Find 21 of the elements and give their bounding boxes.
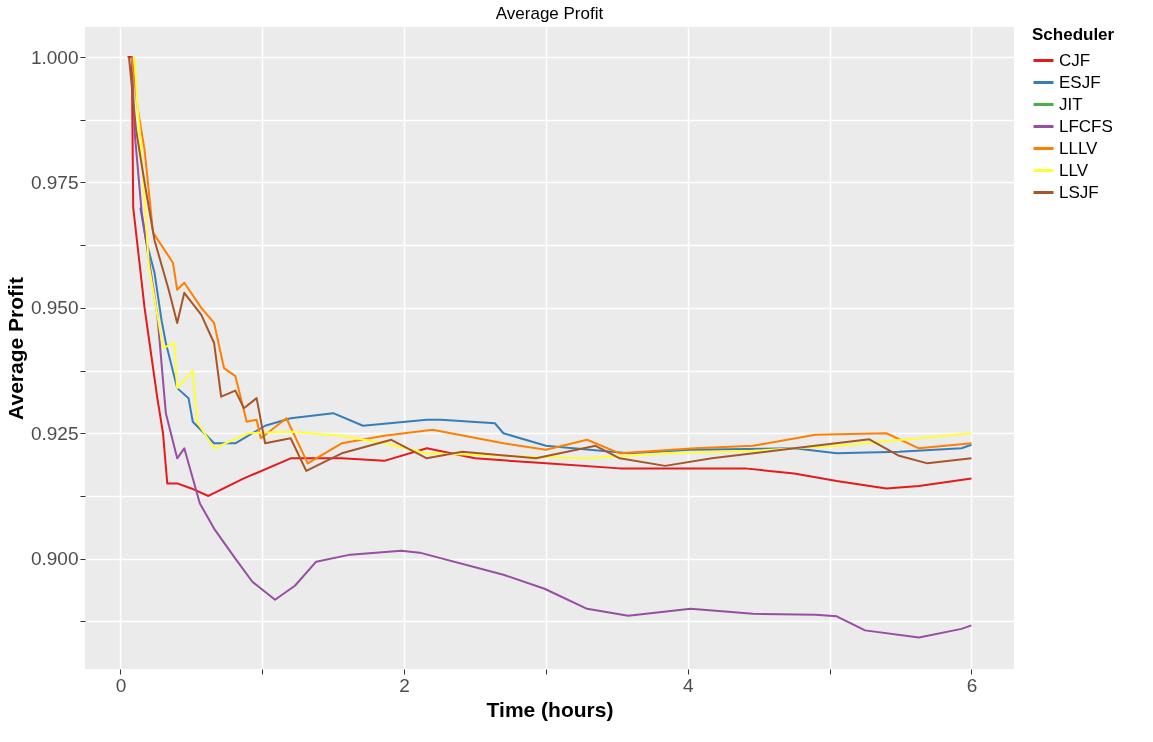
x-tick-label: 2 [399,674,410,696]
y-tick-label: 1.000 [30,46,79,68]
y-tick-label: 0.975 [30,171,79,193]
x-tick-label: 6 [966,674,978,696]
legend-title: Scheduler [1032,25,1115,44]
legend-label: LSJF [1059,182,1099,202]
legend-label: LLV [1059,160,1089,180]
y-tick-label: 0.925 [30,422,79,444]
legend-label: JIT [1059,94,1083,114]
chart-title: Average Profit [495,4,604,23]
y-tick-label: 0.950 [30,297,79,319]
x-tick-label: 4 [683,674,694,696]
line-series [139,206,973,455]
y-axis-title: Average Profit [3,277,27,420]
legend-label: LLLV [1059,138,1099,158]
x-tick-label: 0 [115,674,127,696]
x-axis-title: Time (hours) [486,697,614,721]
y-tick-label: 0.900 [30,548,79,570]
legend-label: LFCFS [1059,116,1113,136]
legend-label: CJF [1059,50,1091,70]
legend-label: ESJF [1059,72,1101,92]
